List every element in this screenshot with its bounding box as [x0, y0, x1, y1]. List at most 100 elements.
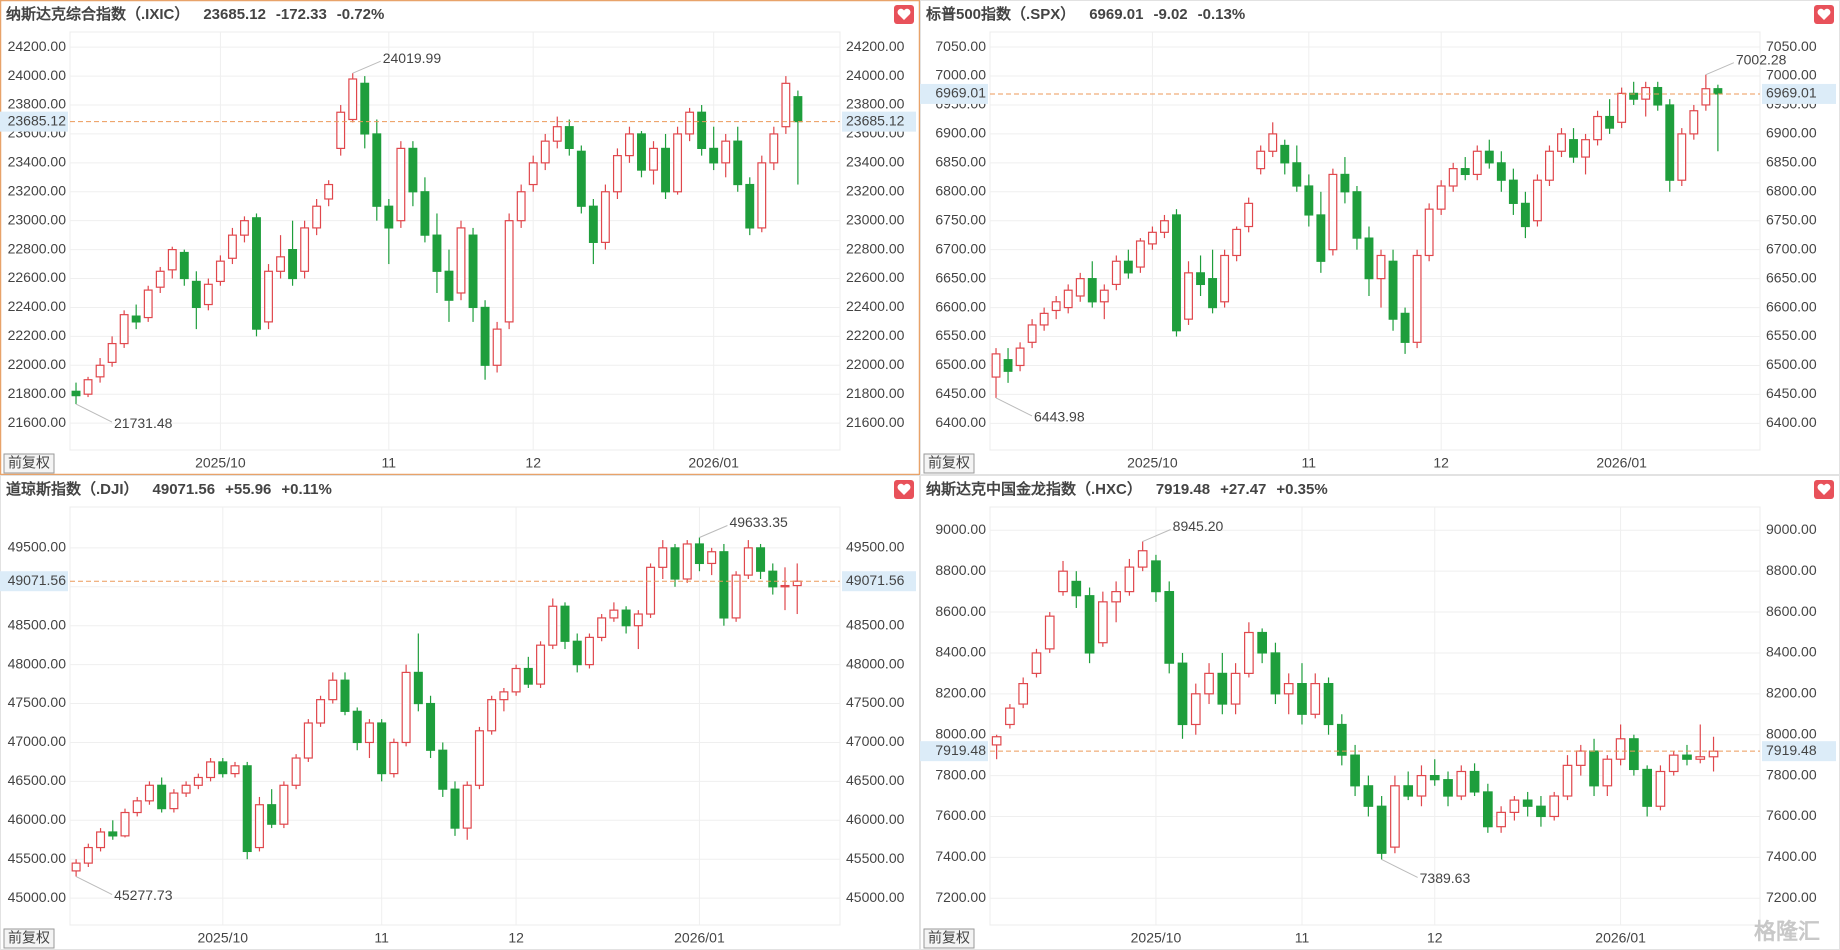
candle-body — [564, 126, 574, 149]
candle-body — [719, 551, 729, 619]
price-tag-bg — [920, 741, 988, 762]
candle-body — [1280, 144, 1290, 164]
candle-body — [1629, 92, 1639, 100]
candle-body — [132, 800, 142, 814]
candle-body — [1695, 756, 1706, 760]
annotation-leader — [75, 403, 113, 423]
quote-change-pct: +0.11% — [281, 481, 331, 498]
adjust-button[interactable] — [3, 453, 55, 474]
candle-body — [1063, 289, 1073, 309]
y-tick-label-right: 48000.00 — [846, 655, 905, 671]
adjust-button[interactable] — [923, 928, 975, 949]
y-tick-label-right: 49500.00 — [846, 539, 905, 555]
candle-body — [181, 784, 191, 794]
candle-body — [1005, 707, 1015, 726]
candle-body — [1039, 312, 1049, 326]
annotation-leader — [699, 525, 728, 538]
candle-body — [1509, 799, 1520, 813]
x-tick-label: 2025/10 — [195, 455, 246, 471]
adjust-button-label: 前复权 — [928, 930, 970, 946]
y-tick-label-right: 8000.00 — [1766, 725, 1817, 741]
y-tick-label-right: 6750.00 — [1766, 211, 1817, 227]
candle-body — [1668, 754, 1679, 773]
candle-body — [572, 640, 582, 666]
candle-body — [218, 761, 228, 775]
price-tag-right: 23685.12 — [846, 112, 905, 128]
candle-body — [1018, 683, 1029, 705]
candle-body — [191, 280, 201, 309]
candle-body — [1340, 173, 1350, 193]
candle-body — [1111, 260, 1121, 286]
candle-body — [264, 270, 273, 323]
y-tick-label-right: 45000.00 — [846, 889, 905, 905]
y-tick-label-right: 6850.00 — [1766, 154, 1817, 170]
y-tick-label-right: 6550.00 — [1766, 327, 1817, 343]
quote-change-pct: -0.72% — [337, 6, 385, 23]
y-tick-label-right: 24000.00 — [846, 67, 905, 83]
candle-body — [588, 205, 598, 243]
candle-body — [1283, 683, 1294, 695]
adjust-button[interactable] — [923, 453, 975, 474]
quote-change: +27.47 — [1220, 481, 1266, 498]
max-annotation: 8945.20 — [1173, 518, 1224, 534]
watermark: 格隆汇 — [1754, 919, 1820, 944]
candle-body — [1058, 570, 1068, 593]
y-tick-label-right: 22600.00 — [846, 269, 905, 285]
candle-body — [96, 831, 106, 849]
y-tick-label: 24200.00 — [8, 38, 67, 54]
price-tag-bg — [1762, 741, 1836, 762]
candle-body — [401, 671, 411, 744]
candle-body — [1456, 770, 1467, 797]
adjust-button-label: 前复权 — [8, 455, 50, 471]
y-tick-label: 49500.00 — [8, 539, 67, 555]
min-annotation: 6443.98 — [1034, 409, 1085, 425]
candle-body — [769, 133, 779, 164]
y-tick-label-right: 45500.00 — [846, 850, 905, 866]
price-tag-bg — [0, 111, 68, 132]
candle-body — [1257, 631, 1268, 654]
candle-body — [157, 784, 167, 810]
plot-area — [69, 31, 841, 451]
candle-body — [1097, 601, 1108, 644]
candle-body — [1135, 240, 1145, 268]
candle-body — [1177, 662, 1188, 726]
candle-body — [120, 811, 130, 837]
candle-body — [303, 722, 313, 759]
panel-border — [920, 0, 1840, 475]
plot-area — [69, 506, 841, 926]
price-tag-right: 49071.56 — [846, 572, 905, 588]
candle-body — [119, 314, 129, 345]
chart-panel: 6400.00 6400.00 6450.00 6450.00 6500.00 6500.… — [920, 0, 1840, 475]
candle-body — [450, 788, 460, 829]
candle-body — [1323, 683, 1334, 726]
candle-body — [792, 580, 802, 587]
favorite-icon — [897, 483, 911, 495]
favorite-icon — [1817, 483, 1831, 495]
candle-body — [768, 570, 778, 588]
y-tick-label: 7200.00 — [935, 889, 986, 905]
candle-body — [167, 249, 177, 271]
candle-body — [1412, 254, 1422, 343]
y-tick-label: 6750.00 — [935, 211, 986, 227]
x-tick-label: 11 — [382, 455, 397, 471]
x-tick-label: 12 — [1433, 455, 1449, 471]
candle-body — [276, 256, 285, 272]
adjust-button[interactable] — [3, 928, 55, 949]
candle-body — [468, 234, 478, 309]
y-tick-label: 8000.00 — [935, 725, 986, 741]
candle-body — [540, 140, 550, 164]
quote-price: 6969.01 — [1089, 6, 1143, 23]
candle-body — [1575, 750, 1586, 766]
index-name: 纳斯达克综合指数（.IXIC） — [6, 5, 189, 23]
candle-body — [1569, 139, 1578, 158]
candle-body — [1256, 150, 1266, 170]
candle-body — [474, 730, 484, 786]
candle-body — [1244, 631, 1254, 674]
candle-body — [291, 757, 301, 786]
y-tick-label-right: 46500.00 — [846, 772, 905, 788]
y-tick-label: 45500.00 — [8, 850, 67, 866]
candle-body — [1436, 185, 1446, 210]
candle-body — [203, 283, 213, 306]
candle-body — [1071, 580, 1082, 597]
candle-body — [1403, 785, 1414, 797]
